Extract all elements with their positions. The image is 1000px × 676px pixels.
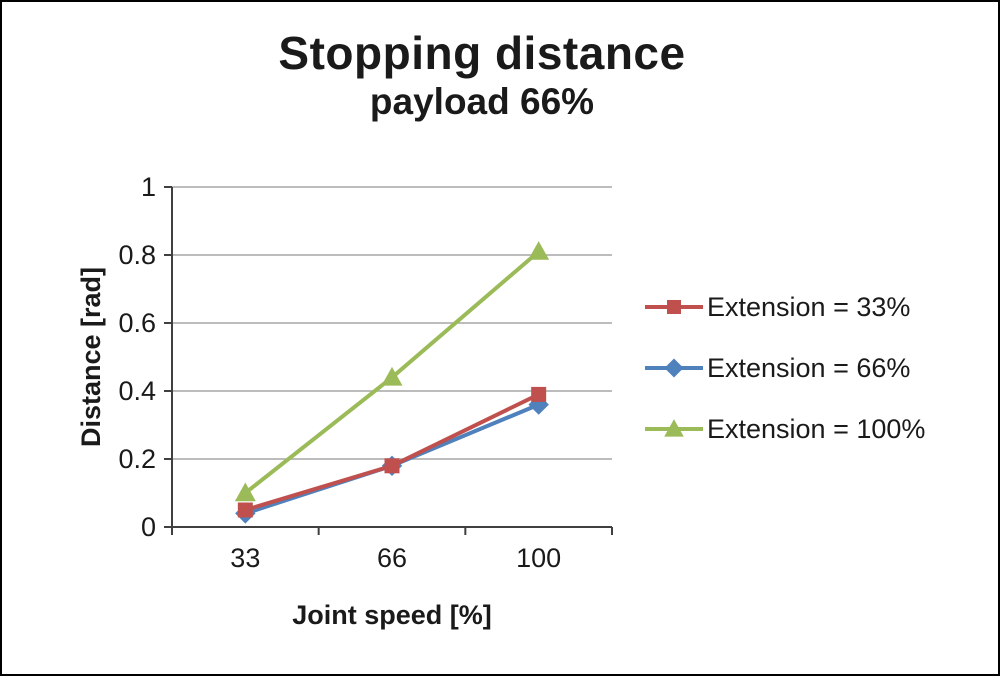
chart-title: Stopping distance	[278, 27, 686, 79]
chart-plot: 0 0.2 0.4 0.6 0.8 1 33 66 100 Joint speed [%] Dist…	[76, 172, 613, 630]
svg-text:Joint speed [%]: Joint speed [%]	[292, 600, 492, 630]
legend-marker-square	[645, 300, 703, 314]
svg-text:0: 0	[141, 512, 156, 542]
axes	[164, 186, 613, 535]
svg-text:0.4: 0.4	[118, 376, 156, 406]
legend-marker-diamond	[645, 358, 703, 378]
svg-text:100: 100	[516, 543, 561, 573]
svg-text:Distance [rad]: Distance [rad]	[76, 267, 106, 447]
chart-subtitle: payload 66%	[369, 80, 595, 122]
svg-text:0.6: 0.6	[118, 308, 156, 338]
svg-text:33: 33	[230, 543, 260, 573]
svg-text:0.8: 0.8	[118, 240, 156, 270]
series-Extension100	[234, 241, 550, 502]
legend-label: Extension = 100%	[707, 413, 926, 444]
svg-text:66: 66	[377, 543, 407, 573]
legend: Extension = 33% Extension = 66% Extensio…	[645, 290, 925, 446]
plot-area: 0 0.2 0.4 0.6 0.8 1 33 66 100 Joint speed [%] Dist…	[42, 152, 642, 652]
series-Extension33	[237, 386, 547, 518]
legend-marker-triangle	[645, 419, 703, 437]
gridlines	[172, 186, 612, 460]
svg-text:1: 1	[141, 172, 156, 202]
legend-label: Extension = 66%	[707, 352, 911, 383]
axis-titles: Joint speed [%] Distance [rad]	[76, 267, 492, 630]
title-block: Stopping distance payload 66%	[2, 28, 962, 125]
legend-item: Extension = 33%	[645, 290, 925, 324]
legend-item: Extension = 100%	[645, 412, 925, 446]
tick-labels: 0 0.2 0.4 0.6 0.8 1 33 66 100	[118, 172, 561, 573]
svg-text:0.2: 0.2	[118, 444, 156, 474]
legend-item: Extension = 66%	[645, 351, 925, 385]
legend-label: Extension = 33%	[707, 291, 911, 322]
